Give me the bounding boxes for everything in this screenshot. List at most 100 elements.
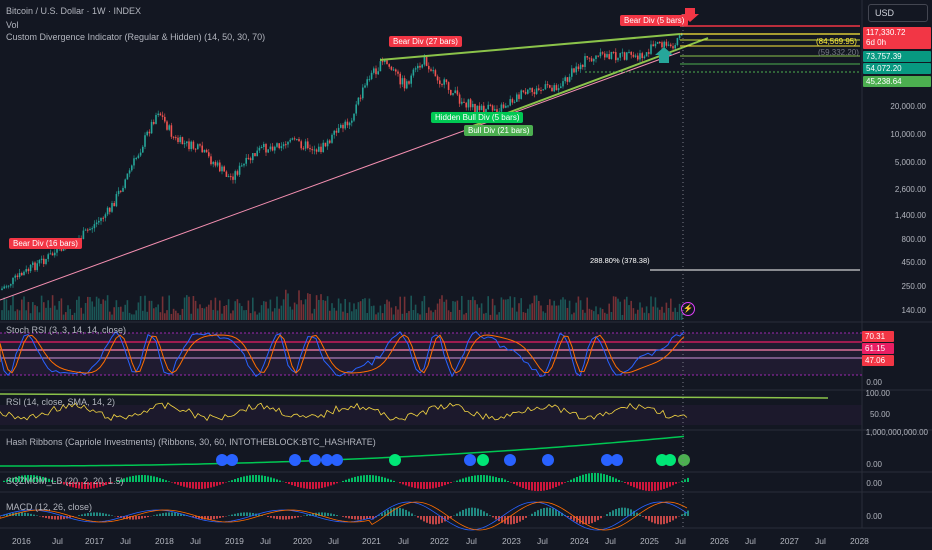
currency-selector[interactable]: USD <box>868 4 928 22</box>
macd-bar <box>282 516 284 520</box>
volume-bar <box>513 297 516 320</box>
squeeze-bar <box>177 482 179 485</box>
squeeze-bar <box>270 477 272 482</box>
stoch-axis-label: 0.00 <box>866 378 882 387</box>
squeeze-bar <box>612 477 614 482</box>
macd-bar <box>606 514 608 516</box>
candle <box>623 52 626 60</box>
candle <box>562 81 564 87</box>
squeeze-bar <box>129 476 131 482</box>
candle <box>524 91 527 94</box>
volume-bar <box>617 298 619 320</box>
macd-bar <box>588 516 590 525</box>
stoch-rsi-title[interactable]: Stoch RSI (3, 3, 14, 14, close) <box>6 325 127 335</box>
macd-signal-line <box>0 501 688 531</box>
volume-bar <box>263 301 265 320</box>
vol-label[interactable]: Vol <box>6 20 19 30</box>
candle <box>577 66 580 70</box>
macd-bar <box>228 515 230 516</box>
symbol-title[interactable]: Bitcoin / U.S. Dollar · 1W · INDEX <box>6 6 142 16</box>
macd-bar <box>465 508 467 516</box>
macd-bar <box>258 514 260 516</box>
squeeze-histogram <box>3 472 689 492</box>
price-tag[interactable]: 54,072.20 <box>863 63 931 74</box>
candle <box>566 77 569 82</box>
macd-bar <box>552 508 554 516</box>
candle <box>126 173 129 180</box>
hash-dot <box>678 454 690 466</box>
squeeze-bar <box>429 482 431 489</box>
squeeze-bar <box>588 473 590 482</box>
candle <box>436 76 439 81</box>
rsi-title[interactable]: RSI (14, close, SMA, 14, 2) <box>6 397 116 407</box>
macd-bar <box>270 516 272 518</box>
indicator-title[interactable]: Custom Divergence Indicator (Regular & H… <box>6 32 266 42</box>
squeeze-bar <box>66 482 68 486</box>
sqzmom-title[interactable]: SQZMOM_LB (20, 2, 20, 1.5) <box>6 476 124 486</box>
volume-bar <box>56 309 58 320</box>
squeeze-bar <box>483 475 485 482</box>
macd-bar <box>90 512 92 516</box>
candle <box>390 66 393 70</box>
volume-bar <box>434 309 437 320</box>
candle <box>555 85 558 91</box>
candle <box>227 176 230 178</box>
candle <box>293 138 296 140</box>
macd-bar <box>363 516 365 520</box>
volume-bar <box>47 300 49 320</box>
volume-bar <box>452 301 454 320</box>
macd-bar <box>666 516 668 524</box>
volume-bar <box>111 314 113 320</box>
candle <box>269 146 272 150</box>
volume-bar <box>546 305 549 320</box>
volume-bar <box>164 313 166 320</box>
volume-bar <box>395 306 397 320</box>
squeeze-bar <box>12 477 14 482</box>
price-pane[interactable] <box>0 0 862 322</box>
candle <box>643 56 646 58</box>
volume-bar <box>212 309 214 320</box>
squeeze-bar <box>81 482 83 489</box>
squeeze-bar <box>543 482 545 491</box>
candle <box>10 284 12 286</box>
volume-bar <box>463 314 465 320</box>
volume-bar <box>566 307 569 320</box>
squeeze-bar <box>9 478 11 482</box>
squeeze-bar <box>468 476 470 482</box>
volume-bar <box>553 300 555 320</box>
macd-bar <box>117 516 119 518</box>
macd-bar <box>234 513 236 516</box>
macd-bar <box>123 516 125 519</box>
alert-icon[interactable]: ⚡ <box>681 302 695 316</box>
squeeze-bar <box>39 476 41 482</box>
time-axis-label: 2020 <box>293 536 312 546</box>
squeeze-bar <box>105 482 107 486</box>
macd-bar <box>165 512 167 516</box>
candle <box>111 203 113 212</box>
hash-dot <box>321 454 333 466</box>
squeeze-bar <box>600 473 602 482</box>
price-tag[interactable]: 45,238.64 <box>863 76 931 87</box>
volume-bar <box>260 305 263 320</box>
candle <box>232 176 234 180</box>
hash-ribbons-title[interactable]: Hash Ribbons (Capriole Investments) (Rib… <box>6 437 376 447</box>
last-price-tag[interactable]: 117,330.72 6d 0h <box>863 27 931 49</box>
volume-bar <box>430 310 432 320</box>
price-tag[interactable]: 73,757.39 <box>863 51 931 62</box>
volume-bar <box>5 299 8 320</box>
macd-title[interactable]: MACD (12, 26, close) <box>6 502 93 512</box>
squeeze-bar <box>285 482 287 483</box>
level-label: (84,569.95) <box>816 37 857 46</box>
hash-dot <box>542 454 554 466</box>
candle <box>212 161 214 165</box>
candle <box>201 145 203 153</box>
candle <box>291 138 294 140</box>
volume-bar <box>674 307 676 320</box>
volume-bar <box>54 305 56 320</box>
volume-bar <box>238 303 241 320</box>
price-axis-label: 2,600.00 <box>894 185 926 194</box>
macd-bar <box>522 516 524 520</box>
volume-bar <box>370 306 373 320</box>
squeeze-bar <box>246 475 248 482</box>
